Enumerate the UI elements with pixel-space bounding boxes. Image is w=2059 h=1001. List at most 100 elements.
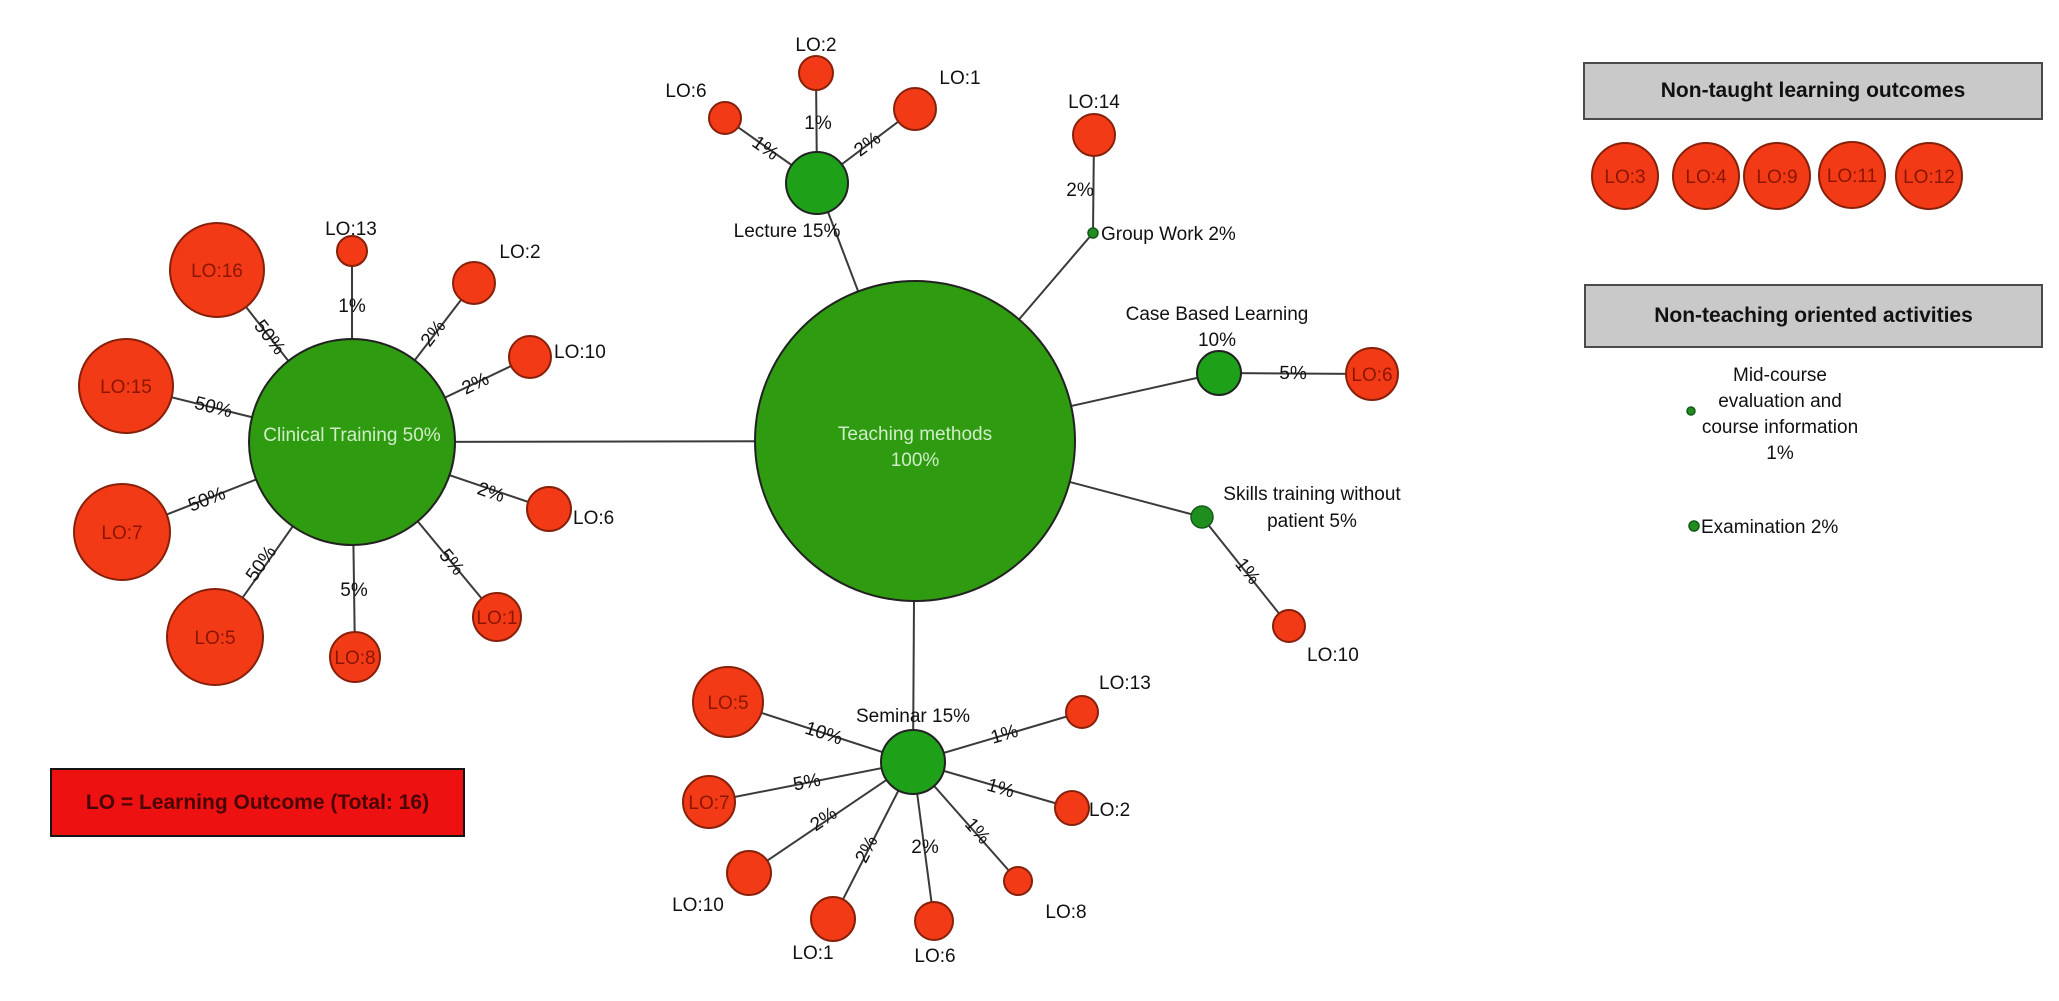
node-casebased-lo6 [1345, 347, 1399, 401]
label-clinical-lo5: LO:5 [194, 628, 235, 649]
label-lecture: Lecture 15% [734, 221, 841, 242]
label-clinical-lo13: LO:13 [325, 219, 377, 240]
label-clinical-training: Clinical Training 50% [263, 425, 441, 446]
label-midcourse-dot: course information [1702, 417, 1858, 438]
label-clinical-lo1: LO:1 [476, 608, 517, 629]
edge-label-clinical-training-clinical-lo6: 2% [474, 478, 507, 507]
edge-label-lecture-lecture-lo1: 2% [850, 128, 885, 161]
label-seminar-lo13: LO:13 [1099, 673, 1151, 694]
label-examination-dot: Examination 2% [1701, 517, 1838, 538]
node-legend-lo11 [1818, 141, 1886, 209]
label-clinical-lo10: LO:10 [554, 342, 606, 363]
node-seminar-lo6 [914, 901, 954, 941]
label-seminar-lo7: LO:7 [688, 793, 729, 814]
edge-label-group-work-lo14: 2% [1066, 180, 1094, 201]
node-clinical-lo7 [73, 483, 171, 581]
label-casebased-lo6: LO:6 [1351, 365, 1392, 386]
label-seminar-lo6: LO:6 [914, 946, 955, 967]
label-clinical-lo2: LO:2 [499, 242, 540, 263]
edge-label-seminar-seminar-lo2: 1% [984, 775, 1016, 803]
node-clinical-lo2 [452, 261, 496, 305]
node-seminar-lo5 [692, 666, 764, 738]
label-seminar-lo8: LO:8 [1045, 902, 1086, 923]
label-skills-lo10: LO:10 [1307, 645, 1359, 666]
node-seminar-lo1 [810, 896, 856, 942]
label-midcourse-dot: evaluation and [1718, 391, 1842, 412]
edge-label-seminar-seminar-lo6: 2% [911, 837, 939, 858]
edge-label-lecture-lecture-lo2: 1% [804, 113, 832, 134]
label-case-based-learning: Case Based Learning [1126, 304, 1309, 325]
label-teaching-methods: 100% [891, 450, 940, 471]
edge-label-seminar-seminar-lo13: 1% [988, 721, 1020, 749]
edge-skills-training-skills-lo10 [1201, 516, 1290, 627]
label-skills-training: patient 5% [1267, 511, 1357, 532]
edge-label-clinical-training-clinical-lo10: 2% [459, 369, 493, 400]
edge-label-case-based-learning-casebased-lo6: 5% [1279, 363, 1307, 384]
label-seminar: Seminar 15% [856, 706, 970, 727]
node-seminar-lo2 [1054, 790, 1090, 826]
label-clinical-lo8: LO:8 [334, 648, 375, 669]
node-examination-dot [1688, 520, 1700, 532]
node-clinical-lo6 [526, 486, 572, 532]
edge-seminar-seminar-lo7 [708, 761, 914, 803]
node-lecture-lo2 [798, 55, 834, 91]
node-clinical-lo10 [508, 335, 552, 379]
node-clinical-lo1 [472, 592, 522, 642]
label-seminar-lo1: LO:1 [792, 943, 833, 964]
label-seminar-lo5: LO:5 [707, 693, 748, 714]
label-group-work: Group Work 2% [1101, 224, 1236, 245]
node-legend-lo4 [1672, 142, 1740, 210]
node-teaching-methods [754, 280, 1076, 602]
node-legend-lo9 [1743, 142, 1811, 210]
node-clinical-lo16 [169, 222, 265, 318]
edge-label-clinical-training-clinical-lo16: 50% [249, 316, 289, 359]
label-lo14: LO:14 [1068, 92, 1120, 113]
node-legend-lo12 [1895, 142, 1963, 210]
edge-seminar-seminar-lo10 [748, 761, 914, 874]
label-skills-training: Skills training without [1223, 484, 1401, 505]
label-clinical-lo6: LO:6 [573, 508, 614, 529]
label-legend-lo12: LO:12 [1903, 167, 1955, 188]
label-lecture-lo1: LO:1 [939, 68, 980, 89]
node-seminar [880, 729, 946, 795]
label-midcourse-dot: Mid-course [1733, 365, 1827, 386]
edge-label-seminar-seminar-lo7: 5% [791, 770, 822, 796]
label-case-based-learning: 10% [1198, 330, 1236, 351]
node-clinical-training [248, 338, 456, 546]
node-seminar-lo10 [726, 850, 772, 896]
node-clinical-lo5 [166, 588, 264, 686]
node-lecture-lo6 [708, 101, 742, 135]
node-seminar-lo13 [1065, 695, 1099, 729]
label-teaching-methods: Teaching methods [838, 424, 992, 445]
node-lecture [785, 151, 849, 215]
label-midcourse-dot: 1% [1766, 443, 1794, 464]
edge-label-clinical-training-clinical-lo5: 50% [242, 542, 281, 585]
label-seminar-lo2: LO:2 [1089, 800, 1130, 821]
node-lecture-lo1 [893, 87, 937, 131]
node-lo14 [1072, 113, 1116, 157]
label-lecture-lo6: LO:6 [665, 81, 706, 102]
edge-label-clinical-training-clinical-lo8: 5% [340, 580, 368, 601]
node-legend-lo3 [1591, 142, 1659, 210]
lo-abbreviation-note: LO = Learning Outcome (Total: 16) [50, 768, 465, 837]
non-taught-outcomes-legend-title: Non-taught learning outcomes [1583, 62, 2043, 120]
node-group-work [1087, 227, 1099, 239]
label-legend-lo3: LO:3 [1604, 167, 1645, 188]
label-clinical-lo15: LO:15 [100, 377, 152, 398]
node-clinical-lo8 [329, 631, 381, 683]
node-midcourse-dot [1686, 406, 1696, 416]
edge-label-clinical-training-clinical-lo7: 50% [185, 483, 228, 516]
edge-label-clinical-training-clinical-lo15: 50% [192, 393, 234, 423]
edge-label-seminar-seminar-lo1: 2% [852, 832, 883, 866]
label-legend-lo9: LO:9 [1756, 167, 1797, 188]
edge-label-seminar-seminar-lo5: 10% [802, 718, 845, 750]
node-skills-lo10 [1272, 609, 1306, 643]
label-legend-lo4: LO:4 [1685, 167, 1727, 188]
edge-label-clinical-training-clinical-lo13: 1% [338, 296, 366, 317]
label-clinical-lo16: LO:16 [191, 261, 243, 282]
non-teaching-activities-legend-title: Non-teaching oriented activities [1584, 284, 2043, 348]
node-skills-training [1190, 505, 1214, 529]
node-clinical-lo15 [78, 338, 174, 434]
